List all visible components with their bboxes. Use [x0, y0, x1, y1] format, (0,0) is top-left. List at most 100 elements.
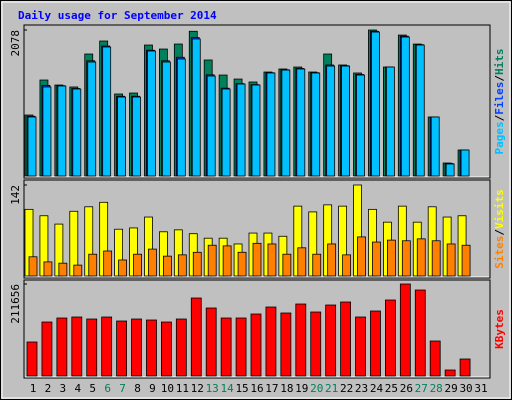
bar [252, 242, 262, 277]
x-tick-label: 23 [355, 382, 368, 395]
bar [371, 31, 380, 177]
bar [385, 66, 395, 177]
bar [205, 307, 217, 377]
bar [414, 289, 426, 377]
bar [161, 61, 171, 177]
bar [117, 96, 126, 177]
x-tick-label: 8 [134, 382, 141, 395]
bar [355, 316, 366, 377]
bar [220, 317, 232, 377]
x-tick-label: 21 [325, 382, 338, 395]
bar [162, 255, 172, 277]
bar [146, 319, 157, 377]
bar [459, 358, 471, 377]
bar [357, 236, 366, 277]
y-tick-label: 2078 [9, 30, 22, 57]
chart-title: Daily usage for September 2014 [18, 9, 217, 22]
bar [103, 250, 113, 277]
x-tick-label: 26 [400, 382, 413, 395]
bar [399, 283, 411, 377]
bar [86, 318, 98, 377]
x-tick-label: 1 [30, 382, 37, 395]
bar [235, 317, 247, 377]
bar [190, 297, 202, 377]
bar [27, 116, 37, 177]
legend-entry: Sites [493, 236, 506, 269]
legend-entry: Visits [493, 189, 506, 229]
bar [43, 261, 53, 277]
bar [132, 96, 141, 177]
legend-separator: / [493, 75, 506, 82]
legend: KBytes [493, 309, 506, 349]
bar [401, 240, 411, 277]
bar [400, 36, 410, 177]
x-tick-label: 15 [235, 382, 248, 395]
bar [148, 248, 157, 277]
bar [56, 317, 68, 377]
x-tick-label: 20 [310, 382, 323, 395]
bar [72, 88, 82, 177]
legend-separator: / [493, 229, 506, 236]
bar [176, 58, 186, 177]
bar [340, 301, 352, 377]
bar [250, 313, 262, 377]
bar [297, 247, 307, 277]
bar [251, 84, 261, 177]
x-tick-label: 16 [250, 382, 263, 395]
bar [265, 306, 277, 377]
bar [192, 251, 202, 277]
bar [342, 254, 352, 277]
bar [282, 253, 292, 277]
legend-entry: Pages [493, 121, 506, 154]
x-tick-label: 13 [206, 382, 219, 395]
legend: Sites/Visits [493, 189, 506, 269]
bar [295, 303, 307, 377]
x-tick-label: 25 [385, 382, 398, 395]
bar [237, 251, 247, 277]
bar [312, 253, 322, 277]
bar [101, 316, 113, 377]
bar [236, 83, 246, 177]
x-tick-label: 14 [221, 382, 235, 395]
bar [444, 369, 456, 377]
x-tick-label: 31 [474, 382, 487, 395]
bar [416, 238, 426, 277]
bar [461, 244, 471, 277]
bar [73, 264, 83, 277]
bar [87, 61, 97, 177]
bar [207, 244, 217, 277]
bar [266, 72, 276, 177]
bar [147, 50, 156, 177]
x-tick-label: 6 [104, 382, 111, 395]
x-tick-label: 18 [280, 382, 293, 395]
bar [310, 311, 322, 377]
bar [356, 74, 365, 177]
legend-entry: Files [493, 82, 506, 115]
bar [415, 44, 425, 177]
bar [431, 240, 441, 277]
bar [384, 299, 396, 377]
bar [131, 318, 142, 377]
bar [58, 262, 68, 277]
bar [118, 259, 127, 277]
x-tick-label: 11 [176, 382, 189, 395]
bar [160, 321, 172, 377]
legend: Pages/Files/Hits [493, 49, 506, 155]
bar [296, 68, 306, 177]
bar [460, 149, 470, 177]
bar [430, 116, 440, 177]
x-tick-label: 2 [45, 382, 52, 395]
bar [206, 75, 216, 177]
bar [71, 316, 83, 377]
bar [102, 46, 112, 177]
bar [177, 254, 187, 277]
x-tick-label: 10 [161, 382, 174, 395]
x-tick-label: 22 [340, 382, 353, 395]
x-tick-label: 19 [295, 382, 308, 395]
y-tick-label: 211656 [9, 284, 22, 324]
bar [57, 85, 67, 177]
y-tick-label: 142 [9, 185, 22, 205]
bar [446, 243, 456, 277]
